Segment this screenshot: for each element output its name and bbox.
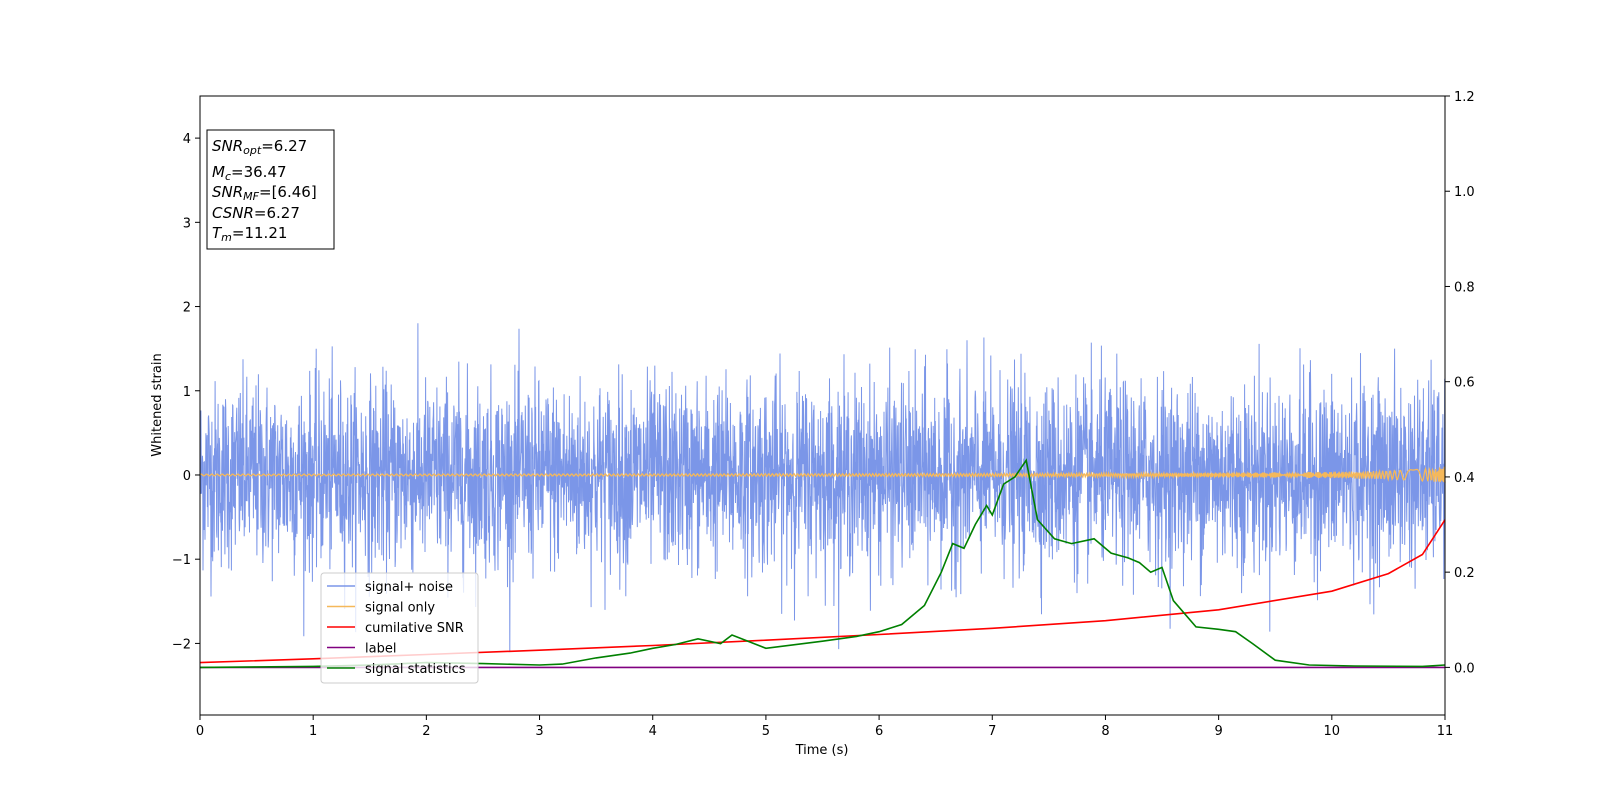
x-tick-label: 9 (1214, 724, 1222, 739)
x-axis: 0 1 2 3 4 5 6 7 8 9 10 11 (196, 715, 1453, 739)
info-mc-sub: c (225, 170, 231, 183)
info-tm-value: =11.21 (232, 224, 288, 242)
y-tick-label: 1 (183, 385, 191, 400)
y-axis-right: 0.0 0.2 0.4 0.6 0.8 1.0 1.2 (1445, 90, 1475, 676)
info-csnr-symbol: CSNR (212, 204, 254, 222)
y-tick-label: 3 (183, 216, 191, 231)
info-snr-opt-symbol: SNR (212, 137, 243, 155)
series-signal-noise-line (199, 323, 1446, 652)
info-csnr-value: =6.27 (254, 204, 300, 222)
x-tick-label: 8 (1101, 724, 1109, 739)
info-snr-opt-sub: opt (243, 144, 262, 157)
info-csnr: CSNR=6.27 (212, 204, 300, 222)
y-tick-label: 0 (183, 469, 191, 484)
y-tick-label: −2 (172, 637, 191, 652)
y-tick-label: 2 (183, 301, 191, 316)
info-mc-symbol: M (212, 163, 225, 181)
info-snr-opt: SNRopt=6.27 (212, 137, 307, 157)
y2-tick-label: 1.0 (1454, 185, 1475, 200)
y2-tick-label: 1.2 (1454, 90, 1475, 105)
x-tick-label: 11 (1437, 724, 1454, 739)
series-signal-only-line (199, 466, 1446, 483)
info-tm: Tm=11.21 (212, 224, 287, 244)
info-tm-sub: m (221, 231, 232, 244)
legend-label: signal+ noise (365, 580, 453, 595)
y2-tick-label: 0.0 (1454, 661, 1475, 676)
info-snr-mf-symbol: SNR (212, 183, 243, 201)
info-tm-symbol: T (212, 224, 223, 242)
x-axis-label: Time (s) (795, 743, 849, 758)
legend-items: signal+ noise signal only cumilative SNR la… (327, 580, 466, 677)
info-snr-mf: SNRMF=[6.46] (212, 183, 317, 203)
y2-tick-label: 0.6 (1454, 376, 1475, 391)
info-snr-mf-sub: MF (243, 190, 259, 203)
y-axis-label: Whitened strain (150, 353, 165, 456)
signal-noise-layer (199, 323, 1446, 652)
legend-label: cumilative SNR (365, 621, 464, 636)
legend-label: signal statistics (365, 662, 466, 677)
x-tick-label: 1 (309, 724, 317, 739)
info-snr-opt-value: =6.27 (261, 137, 307, 155)
info-box-frame (206, 129, 335, 250)
y2-tick-label: 0.8 (1454, 280, 1475, 295)
info-mc: Mc=36.47 (212, 163, 287, 183)
x-tick-label: 7 (988, 724, 996, 739)
y-axis-left: −2 −1 0 1 2 3 4 (172, 132, 200, 652)
x-tick-label: 10 (1324, 724, 1341, 739)
legend-label: label (365, 642, 396, 657)
legend-frame (320, 572, 479, 684)
y2-tick-label: 0.2 (1454, 566, 1475, 581)
x-tick-label: 2 (422, 724, 430, 739)
y-tick-label: 4 (183, 132, 191, 147)
info-box: SNRopt=6.27 Mc=36.47 SNRMF=[6.46] CSNR=6… (206, 129, 335, 250)
info-snr-mf-value: =[6.46] (259, 183, 317, 201)
x-tick-label: 0 (196, 724, 204, 739)
legend-label: signal only (365, 601, 435, 616)
legend: signal+ noise signal only cumilative SNR la… (320, 572, 479, 684)
y-tick-label: −1 (172, 553, 191, 568)
x-tick-label: 6 (875, 724, 883, 739)
plot-frame (199, 95, 1446, 716)
x-tick-label: 5 (762, 724, 770, 739)
series-signal-statistics-line (199, 458, 1446, 669)
x-tick-label: 4 (649, 724, 657, 739)
x-tick-label: 3 (535, 724, 543, 739)
y2-tick-label: 0.4 (1454, 471, 1475, 486)
info-mc-value: =36.47 (231, 163, 287, 181)
